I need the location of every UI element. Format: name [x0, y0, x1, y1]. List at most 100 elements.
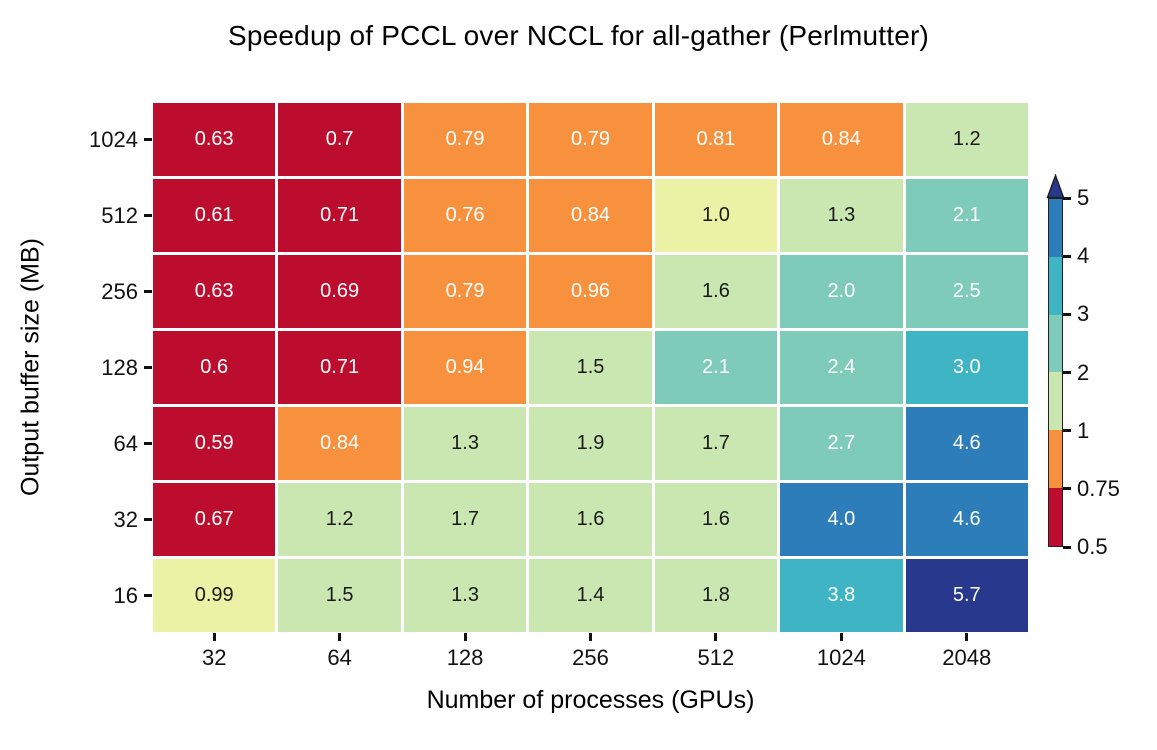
heatmap-cell: 1.4 [529, 559, 652, 632]
heatmap-cell: 0.67 [153, 483, 276, 556]
heatmap-cell: 0.71 [278, 331, 401, 404]
x-tick-mark [714, 633, 718, 641]
y-tick-label: 256 [101, 278, 138, 304]
x-tick-mark [965, 633, 969, 641]
x-tick-label: 128 [446, 645, 484, 670]
heatmap-cell: 0.59 [153, 407, 276, 480]
heatmap-cell: 4.0 [780, 483, 903, 556]
colorbar-band [1049, 488, 1062, 546]
x-axis-label: Number of processes (GPUs) [426, 686, 755, 714]
heatmap-cell: 4.6 [905, 483, 1028, 556]
x-tick-mark [463, 633, 467, 641]
heatmap-cell: 0.61 [153, 179, 276, 252]
x-tick-label: 2048 [942, 645, 992, 670]
colorbar-tick-mark [1063, 487, 1071, 491]
y-tick-mark [144, 138, 152, 141]
heatmap-cell: 5.7 [905, 559, 1028, 632]
heatmap-cell: 0.71 [278, 179, 401, 252]
y-tick-label: 32 [113, 506, 138, 532]
heatmap-cell: 2.0 [780, 255, 903, 328]
heatmap-cell: 0.63 [153, 103, 276, 176]
x-tick-label: 512 [697, 645, 735, 670]
heatmap-cell: 0.63 [153, 255, 276, 328]
y-tick-mark [144, 594, 152, 597]
y-tick-mark [144, 290, 152, 293]
y-tick-label: 128 [101, 354, 138, 380]
chart-title: Speedup of PCCL over NCCL for all-gather… [227, 20, 930, 51]
colorbar-band [1049, 256, 1062, 315]
x-tick-label: 1024 [816, 645, 866, 670]
y-tick-mark [144, 518, 152, 521]
heatmap-cell: 1.2 [278, 483, 401, 556]
heatmap-cell: 0.76 [403, 179, 527, 252]
colorbar-band [1049, 199, 1062, 257]
x-tick-mark [338, 633, 342, 641]
heatmap-cell: 1.5 [529, 331, 652, 404]
colorbar-band [1049, 430, 1062, 489]
colorbar-tick-mark [1063, 196, 1071, 200]
heatmap-cell: 1.6 [654, 483, 778, 556]
heatmap-cell: 1.3 [780, 179, 903, 252]
colorbar-tick-mark [1063, 371, 1071, 374]
heatmap-cell: 0.79 [529, 103, 652, 176]
y-tick-mark [144, 214, 152, 217]
x-tick-label: 256 [572, 645, 609, 670]
colorbar-tick-mark [1063, 429, 1071, 433]
x-tick-label: 64 [327, 645, 352, 670]
heatmap-cell: 1.8 [654, 559, 778, 632]
heatmap-cell: 1.7 [654, 407, 778, 480]
heatmap-cell: 0.96 [529, 255, 652, 328]
heatmap-cell: 0.7 [278, 103, 401, 176]
heatmap-cell: 0.81 [654, 103, 778, 176]
heatmap-cell: 0.84 [780, 103, 903, 176]
colorbar-band [1049, 314, 1062, 373]
heatmap-cell: 1.3 [403, 559, 527, 632]
heatmap-cell: 0.6 [153, 331, 276, 404]
y-tick-label: 16 [113, 582, 138, 608]
x-tick-mark [212, 633, 216, 641]
y-tick-mark [144, 442, 152, 445]
y-tick-label: 512 [101, 202, 138, 228]
heatmap-cell: 2.5 [905, 255, 1028, 328]
heatmap-cell: 0.99 [153, 559, 276, 632]
heatmap-cell: 0.69 [278, 255, 401, 328]
heatmap-cell: 1.9 [529, 407, 652, 480]
colorbar-tick-label: 5 [1077, 185, 1090, 210]
colorbar-tick-label: 3 [1077, 301, 1090, 327]
heatmap-cell: 0.79 [403, 103, 527, 176]
heatmap-cell: 0.79 [403, 255, 527, 328]
heatmap-cell: 1.0 [654, 179, 778, 252]
heatmap-cell: 2.1 [654, 331, 778, 404]
x-tick-mark [589, 633, 592, 641]
heatmap-cell: 4.6 [905, 407, 1028, 480]
heatmap-cell: 1.3 [403, 407, 527, 480]
y-tick-label: 64 [113, 430, 138, 456]
x-tick-label: 32 [201, 645, 227, 670]
heatmap-cell: 1.2 [905, 103, 1028, 176]
colorbar-tick-label: 2 [1077, 359, 1090, 385]
y-tick-mark [144, 366, 152, 369]
heatmap-cell: 1.7 [403, 483, 527, 556]
heatmap-cell: 3.0 [905, 331, 1028, 404]
heatmap-cell: 3.8 [780, 559, 903, 632]
heatmap-cell: 2.1 [905, 179, 1028, 252]
x-tick-mark [839, 633, 843, 641]
heatmap-grid: 0.63 0.7 0.79 0.79 0.81 0.84 1.2 0.61 0.71 0.76 0.… [153, 103, 1028, 632]
colorbar-tick-label: 0.5 [1077, 534, 1108, 559]
colorbar [1048, 198, 1063, 547]
heatmap-cell: 1.6 [529, 483, 652, 556]
colorbar-tick-mark [1063, 545, 1071, 549]
colorbar-tick-label: 4 [1077, 243, 1090, 269]
colorbar-arrow-icon [1046, 174, 1065, 199]
colorbar-tick-label: 1 [1077, 417, 1090, 443]
heatmap-cell: 0.84 [278, 407, 401, 480]
y-tick-label: 1024 [89, 126, 138, 152]
heatmap-cell: 2.4 [780, 331, 903, 404]
colorbar-band [1049, 372, 1062, 431]
heatmap-cell: 2.7 [780, 407, 903, 480]
heatmap-cell: 0.84 [529, 179, 652, 252]
colorbar-tick-mark [1063, 254, 1071, 258]
heatmap-cell: 0.94 [403, 331, 527, 404]
heatmap-cell: 1.5 [278, 559, 401, 632]
